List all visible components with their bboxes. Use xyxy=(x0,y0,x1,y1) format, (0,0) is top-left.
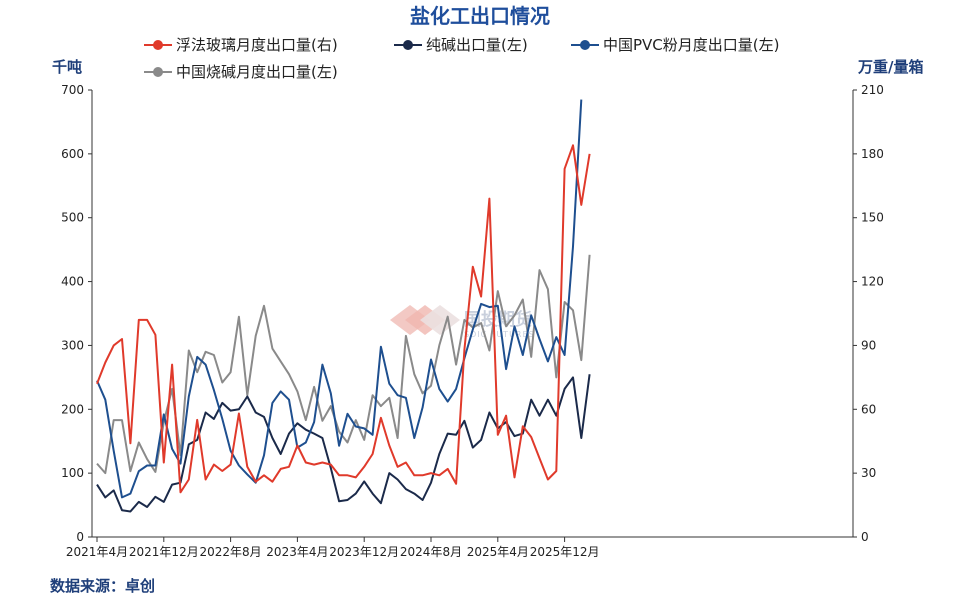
x-tick-label: 2024年8月 xyxy=(400,545,462,559)
legend-item-pvc: 中国PVC粉月度出口量(左) xyxy=(571,36,780,54)
left-tick-label: 0 xyxy=(76,530,84,544)
x-tick-label: 2025年12月 xyxy=(530,545,600,559)
x-axis-ticks: 2021年4月 2021年12月 2022年8月 2023年4月 2023年12月 202… xyxy=(66,537,600,559)
right-tick-label: 120 xyxy=(861,275,884,289)
right-axis-ticks: 0 30 60 90 120 150 180 210 xyxy=(853,83,884,544)
left-tick-label: 200 xyxy=(61,402,84,416)
data-source: 数据来源：卓创 xyxy=(50,577,155,595)
right-axis-unit: 万重/量箱 xyxy=(857,58,923,76)
x-tick-label: 2022年8月 xyxy=(200,545,262,559)
legend-item-float-glass: 浮法玻璃月度出口量(右) xyxy=(144,36,338,54)
x-tick-label: 2021年12月 xyxy=(129,545,199,559)
legend-label-pvc: 中国PVC粉月度出口量(左) xyxy=(603,36,780,54)
x-tick-label: 2025年4月 xyxy=(467,545,529,559)
axes xyxy=(91,90,854,538)
left-tick-label: 400 xyxy=(61,275,84,289)
legend-item-soda-ash: 纯碱出口量(左) xyxy=(394,36,528,54)
x-tick-label: 2023年12月 xyxy=(329,545,399,559)
legend-label-caustic-soda: 中国烧碱月度出口量(左) xyxy=(176,63,338,81)
right-tick-label: 60 xyxy=(861,402,876,416)
series-lines xyxy=(96,99,591,513)
right-tick-label: 90 xyxy=(861,338,876,352)
right-tick-label: 30 xyxy=(861,466,876,480)
right-tick-label: 0 xyxy=(861,530,869,544)
legend-marker-pvc xyxy=(580,40,590,50)
legend-item-caustic-soda: 中国烧碱月度出口量(左) xyxy=(144,63,338,81)
x-tick-label: 2021年4月 xyxy=(66,545,128,559)
x-tick-label: 2023年4月 xyxy=(266,545,328,559)
legend-label-soda-ash: 纯碱出口量(左) xyxy=(426,36,528,54)
left-tick-label: 500 xyxy=(61,211,84,225)
legend-marker-caustic-soda xyxy=(153,67,163,77)
left-tick-label: 600 xyxy=(61,147,84,161)
chart-title: 盐化工出口情况 xyxy=(410,4,550,28)
left-tick-label: 300 xyxy=(61,338,84,352)
legend-marker-float-glass xyxy=(153,40,163,50)
watermark-sub: SDIC FUTURES xyxy=(464,330,535,339)
right-tick-label: 210 xyxy=(861,83,884,97)
left-axis-unit: 千吨 xyxy=(52,58,82,76)
legend-marker-soda-ash xyxy=(403,40,413,50)
left-tick-label: 100 xyxy=(61,466,84,480)
right-tick-label: 180 xyxy=(861,147,884,161)
series-caustic-soda xyxy=(96,254,591,475)
legend-label-float-glass: 浮法玻璃月度出口量(右) xyxy=(176,36,338,54)
left-axis-ticks: 0 100 200 300 400 500 600 700 xyxy=(61,83,92,544)
series-float-glass xyxy=(96,144,591,494)
left-tick-label: 700 xyxy=(61,83,84,97)
legend: 浮法玻璃月度出口量(右) 纯碱出口量(左) 中国PVC粉月度出口量(左) 中国烧… xyxy=(144,36,780,81)
right-tick-label: 150 xyxy=(861,211,884,225)
